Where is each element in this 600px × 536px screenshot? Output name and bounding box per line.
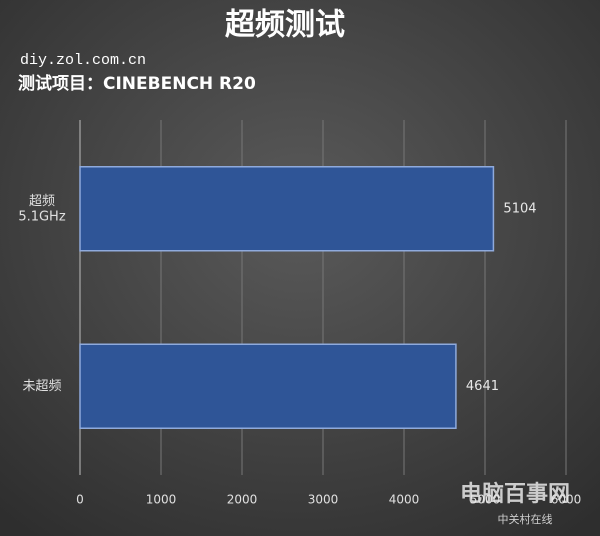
x-tick-label: 4000 [389, 493, 420, 507]
watermark-site: 中关村在线 [498, 512, 553, 526]
x-tick-label: 3000 [308, 493, 339, 507]
watermark-brand: 电脑百事网 [460, 481, 570, 507]
x-tick-label: 1000 [146, 493, 177, 507]
bar [79, 343, 457, 429]
x-tick-label: 6000 [551, 493, 582, 507]
x-tick-label: 5000 [470, 493, 501, 507]
test-item: 测试项目：CINEBENCH R20 [18, 73, 256, 94]
y-tick-label: 未超频 [22, 379, 61, 394]
x-tick-label: 2000 [227, 493, 258, 507]
value-label: 5104 [503, 201, 536, 216]
y-tick-label: 超频 5.1GHz [18, 193, 66, 224]
bar [79, 166, 495, 252]
x-tick-label: 0 [76, 493, 84, 507]
value-label: 4641 [466, 379, 499, 394]
subtitle: diy.zol.com.cn [20, 52, 146, 69]
chart-title: 超频测试 [225, 8, 345, 43]
